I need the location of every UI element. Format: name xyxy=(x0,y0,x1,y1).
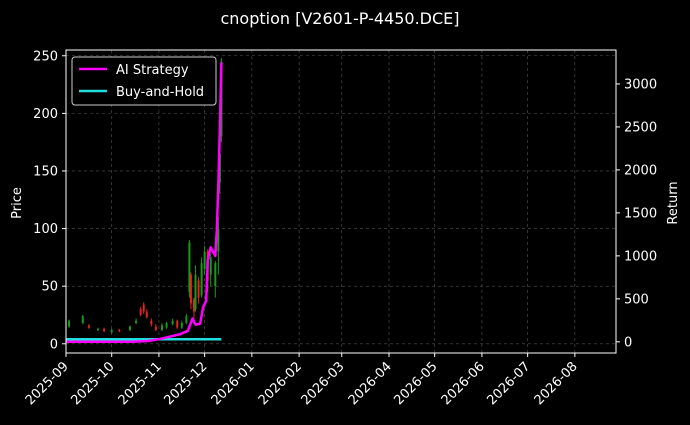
x-tick-label: 2025-09 xyxy=(23,359,72,408)
left-tick-label: 200 xyxy=(33,107,58,122)
left-tick-label: 100 xyxy=(33,222,58,237)
x-tick-label: 2026-03 xyxy=(299,359,348,408)
candle-body xyxy=(150,320,153,325)
legend-box xyxy=(71,56,217,106)
candle-body xyxy=(96,328,99,330)
candle-body xyxy=(142,304,145,312)
candle-body xyxy=(110,329,113,333)
left-tick-label: 0 xyxy=(50,337,58,352)
x-tick-label: 2026-05 xyxy=(392,359,441,408)
candle-body xyxy=(194,274,197,310)
candle-body xyxy=(68,320,71,327)
candle-body xyxy=(176,320,179,328)
x-tick-label: 2026-08 xyxy=(532,359,581,408)
series-line-ai-strategy xyxy=(66,62,223,344)
candle-body xyxy=(165,323,168,328)
candle-body xyxy=(160,325,163,330)
right-tick-label: 1500 xyxy=(624,206,657,221)
candle-body xyxy=(139,309,142,315)
candle-body xyxy=(128,326,131,330)
x-tick-label: 2025-11 xyxy=(116,359,165,408)
candle-body xyxy=(135,320,138,324)
series-lines xyxy=(66,62,223,344)
left-tick-label: 250 xyxy=(33,49,58,64)
right-tick-label: 2000 xyxy=(624,163,657,178)
chart-title: cnoption [V2601-P-4450.DCE] xyxy=(220,9,459,28)
x-tick-label: 2026-06 xyxy=(439,359,488,408)
right-y-axis: 0 500 1000 1500 2000 2500 3000 xyxy=(616,77,657,350)
plot-area xyxy=(65,49,617,354)
candle-body xyxy=(103,328,106,332)
x-tick-label: 2026-04 xyxy=(346,359,395,408)
candle-body xyxy=(154,326,157,330)
x-tick-label: 2026-02 xyxy=(256,359,305,408)
x-tick-label: 2025-12 xyxy=(161,359,210,408)
candle-body xyxy=(197,280,200,298)
legend: AI Strategy Buy-and-Hold xyxy=(71,56,217,106)
legend-label-ai-strategy: AI Strategy xyxy=(116,63,189,78)
candle-body xyxy=(217,228,220,252)
right-tick-label: 500 xyxy=(624,292,649,307)
candle-body xyxy=(145,311,148,318)
right-tick-label: 1000 xyxy=(624,249,657,264)
candle-body xyxy=(171,320,174,325)
candle-body xyxy=(81,316,84,324)
candle-body xyxy=(214,263,217,287)
y-axis-right-label: Return xyxy=(666,181,681,224)
candle-body xyxy=(200,263,203,296)
candle-body xyxy=(188,242,191,292)
left-y-axis: 0 50 100 150 200 250 xyxy=(33,49,66,352)
x-axis: 2025-092025-102025-112025-122026-012026-… xyxy=(23,353,581,408)
candle-body xyxy=(192,300,195,312)
x-tick-label: 2025-10 xyxy=(69,359,118,408)
candle-body xyxy=(185,316,188,324)
y-axis-left-label: Price xyxy=(10,187,25,219)
left-tick-label: 50 xyxy=(41,280,58,295)
candle-body xyxy=(209,257,212,275)
right-tick-label: 2500 xyxy=(624,120,657,135)
x-tick-label: 2026-01 xyxy=(209,359,258,408)
candle-body xyxy=(118,329,121,332)
legend-label-buy-and-hold: Buy-and-Hold xyxy=(116,85,204,100)
candle-body xyxy=(180,323,183,328)
candle-body xyxy=(203,251,206,269)
left-tick-label: 150 xyxy=(33,164,58,179)
right-tick-label: 3000 xyxy=(624,77,657,92)
candle-body xyxy=(189,274,192,304)
x-tick-label: 2026-07 xyxy=(484,359,533,408)
candle-body xyxy=(87,325,90,328)
right-tick-label: 0 xyxy=(624,335,632,350)
